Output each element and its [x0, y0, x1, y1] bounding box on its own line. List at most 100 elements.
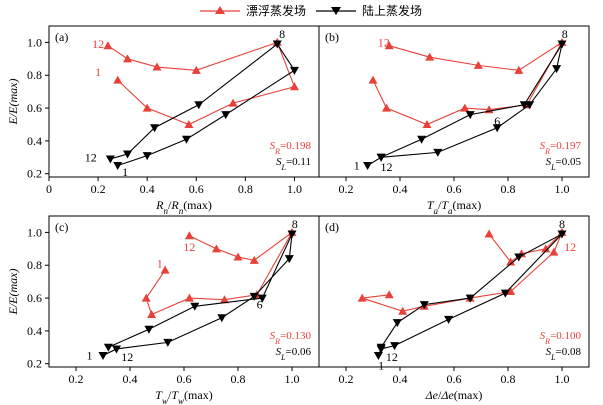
- data-point-red: [514, 65, 524, 74]
- x-tick-label: 0.4: [123, 372, 138, 386]
- y-axis-label: E/E(max): [6, 79, 20, 126]
- month-label: 12: [121, 350, 133, 364]
- month-label: 12: [92, 37, 104, 51]
- data-point-red: [228, 98, 238, 107]
- data-point-red: [484, 229, 494, 238]
- data-point-black: [194, 101, 204, 110]
- panel-label: (c): [55, 220, 68, 234]
- x-axis-label-part: (max): [454, 388, 483, 402]
- y-tick-label: 0.6: [27, 291, 42, 305]
- data-point-red: [506, 287, 516, 295]
- panels: (a)0 0.2 0.4 0.6 0.8 1.00.20.40.60.81.0Rn/Rn(…: [6, 25, 590, 405]
- x-tick-label: 0.8: [501, 182, 516, 196]
- data-point-black: [144, 325, 154, 334]
- x-tick-label: 0.2: [69, 372, 84, 386]
- x-tick-label: 0.4: [393, 372, 408, 386]
- data-point-red: [549, 247, 559, 256]
- data-point-black: [514, 253, 524, 262]
- x-axis-label-part: a: [448, 206, 453, 216]
- x-tick-label: 0.8: [238, 182, 253, 196]
- data-point-black: [142, 152, 152, 161]
- month-label: 8: [279, 27, 285, 41]
- data-point-black: [257, 294, 267, 303]
- stat-part: R: [544, 147, 550, 156]
- y-tick-label: 1.0: [27, 225, 42, 239]
- data-point-black: [112, 345, 121, 354]
- panel-4: (d)0.2 0.4 0.6 0.8 1.0Δe/Δe(max)128112SR=0.1…: [318, 215, 590, 402]
- stat-part: =0.08: [556, 346, 582, 358]
- data-point-black: [150, 124, 160, 133]
- x-tick-label: 1.0: [555, 182, 570, 196]
- data-point-black: [289, 66, 299, 75]
- stat-part: =0.100: [550, 330, 581, 342]
- month-label: 12: [564, 240, 576, 254]
- data-point-red: [152, 62, 162, 71]
- y-axis-label: E/E(max): [6, 269, 20, 316]
- data-point-red: [368, 75, 378, 84]
- stat-sr: SR=0.197: [540, 140, 582, 156]
- data-point-black: [363, 162, 373, 171]
- data-point-red: [220, 295, 229, 304]
- stat-part: L: [281, 163, 287, 172]
- month-label: 12: [183, 240, 195, 254]
- x-axis-label-part: R: [155, 198, 164, 212]
- data-point-red: [473, 60, 483, 69]
- panel-label: (b): [325, 30, 339, 44]
- data-point-red: [233, 252, 243, 261]
- x-axis-label-part: T: [427, 198, 435, 212]
- stat-part: S: [270, 140, 276, 152]
- data-point-black: [557, 40, 567, 49]
- data-point-black: [373, 352, 383, 361]
- x-axis-label-part: n: [179, 206, 184, 216]
- stat-part: S: [546, 346, 552, 358]
- panel-1: (a)0 0.2 0.4 0.6 0.8 1.00.20.40.60.81.0Rn/Rn(…: [6, 25, 320, 216]
- stat-part: L: [280, 353, 286, 362]
- stat-part: =0.11: [286, 156, 311, 168]
- x-tick-label: 1.0: [555, 372, 570, 386]
- panel-label: (a): [55, 30, 68, 44]
- x-axis-label: Ta/Ta(max): [427, 198, 481, 216]
- x-axis-label-part: Δe: [425, 388, 439, 402]
- stat-part: S: [276, 156, 282, 168]
- series-line-black: [110, 43, 296, 167]
- data-point-red: [357, 293, 367, 302]
- legend-black-marker: [331, 7, 341, 15]
- data-point-black: [444, 315, 454, 324]
- stat-part: S: [540, 330, 546, 342]
- data-point-black: [217, 314, 227, 323]
- stat-part: R: [274, 337, 280, 346]
- data-point-black: [103, 343, 113, 352]
- stat-part: S: [540, 140, 546, 152]
- x-axis-label-part: w: [162, 396, 168, 405]
- x-axis-label-part: /: [168, 198, 172, 212]
- data-point-red: [398, 306, 408, 315]
- data-point-black: [519, 101, 529, 110]
- data-point-red: [506, 257, 516, 266]
- data-point-black: [221, 111, 231, 120]
- data-point-red: [142, 103, 152, 112]
- stat-sl: SL=0.05: [546, 156, 582, 172]
- month-label: 12: [386, 350, 398, 364]
- x-axis-label-part: T: [441, 198, 449, 212]
- stat-part: =0.06: [286, 346, 312, 358]
- stat-part: S: [546, 156, 552, 168]
- data-point-black: [105, 155, 115, 164]
- x-axis-label-part: /: [168, 388, 172, 402]
- data-point-black: [419, 301, 429, 310]
- month-label: 12: [381, 160, 393, 174]
- legend: 漂浮蒸发场 陆上蒸发场: [200, 3, 422, 18]
- stat-sr: SR=0.130: [270, 330, 312, 346]
- month-label: 1: [157, 257, 163, 271]
- month-label: 12: [85, 150, 97, 164]
- x-tick-label: 0.4: [393, 182, 408, 196]
- y-tick-label: 0.4: [27, 134, 42, 148]
- data-point-black: [552, 65, 562, 74]
- x-tick-label: 0: [46, 182, 52, 196]
- data-point-red: [382, 103, 391, 112]
- data-point-red: [211, 244, 221, 253]
- data-point-black: [500, 289, 510, 298]
- data-point-red: [384, 41, 394, 50]
- legend-red-marker: [215, 6, 225, 14]
